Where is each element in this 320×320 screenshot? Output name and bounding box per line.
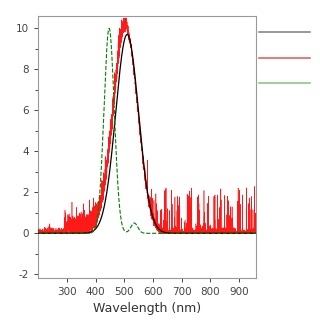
X-axis label: Wavelength (nm): Wavelength (nm): [93, 301, 201, 315]
